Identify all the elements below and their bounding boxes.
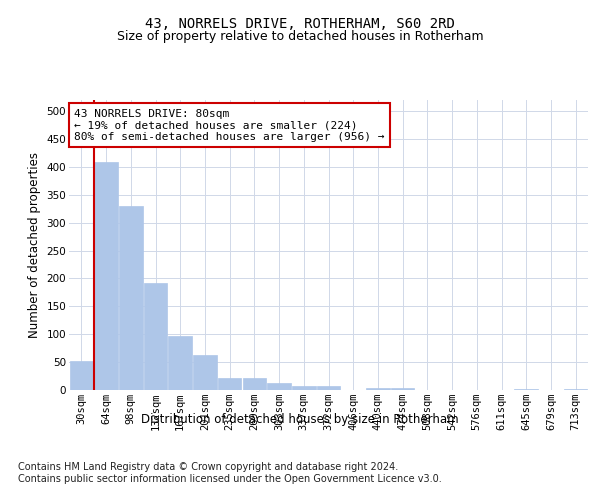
Bar — [391, 388, 415, 390]
Bar — [366, 388, 389, 390]
Bar — [169, 336, 192, 390]
Bar — [94, 162, 118, 390]
Text: Size of property relative to detached houses in Rotherham: Size of property relative to detached ho… — [116, 30, 484, 43]
Text: 43, NORRELS DRIVE, ROTHERHAM, S60 2RD: 43, NORRELS DRIVE, ROTHERHAM, S60 2RD — [145, 18, 455, 32]
Text: Contains public sector information licensed under the Open Government Licence v3: Contains public sector information licen… — [18, 474, 442, 484]
Bar — [564, 389, 587, 390]
Bar — [144, 284, 167, 390]
Bar — [70, 361, 93, 390]
Bar — [317, 386, 340, 390]
Text: Contains HM Land Registry data © Crown copyright and database right 2024.: Contains HM Land Registry data © Crown c… — [18, 462, 398, 472]
Bar — [218, 378, 241, 390]
Text: Distribution of detached houses by size in Rotherham: Distribution of detached houses by size … — [141, 412, 459, 426]
Y-axis label: Number of detached properties: Number of detached properties — [28, 152, 41, 338]
Bar — [268, 384, 291, 390]
Bar — [119, 206, 143, 390]
Bar — [242, 378, 266, 390]
Bar — [292, 386, 316, 390]
Text: 43 NORRELS DRIVE: 80sqm
← 19% of detached houses are smaller (224)
80% of semi-d: 43 NORRELS DRIVE: 80sqm ← 19% of detache… — [74, 108, 385, 142]
Bar — [193, 355, 217, 390]
Bar — [514, 389, 538, 390]
